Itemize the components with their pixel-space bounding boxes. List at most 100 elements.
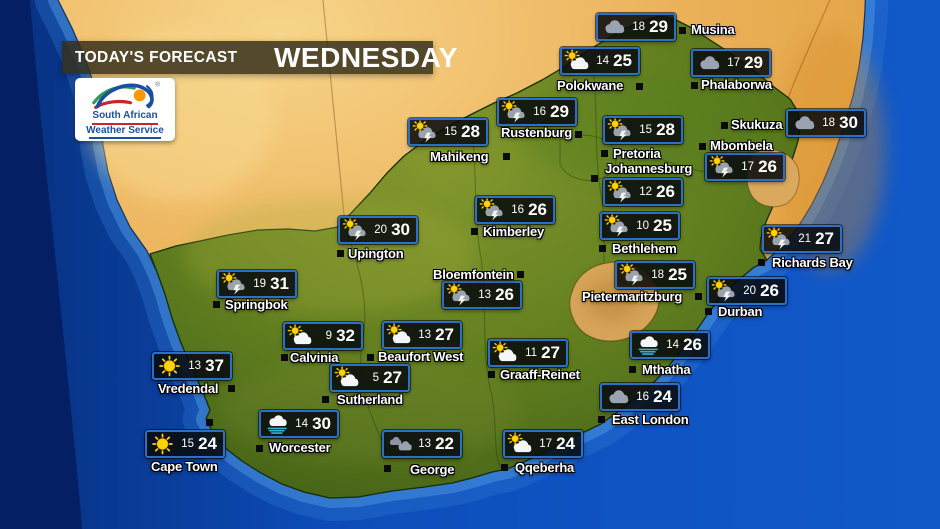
city-label: Qqeberha — [515, 460, 575, 475]
low-temp: 20 — [743, 285, 757, 297]
high-temp: 22 — [435, 434, 454, 453]
high-temp: 29 — [744, 53, 763, 72]
high-temp: 30 — [839, 113, 858, 132]
forecast-box: 16 29 — [497, 98, 577, 126]
city-label: Skukuza — [731, 117, 783, 132]
low-temp: 12 — [639, 186, 653, 198]
high-temp: 30 — [391, 220, 410, 239]
sunny-weather-icon — [149, 432, 176, 456]
high-temp: 26 — [495, 285, 514, 304]
high-temp: 27 — [541, 343, 560, 362]
forecast-box: 18 29 — [596, 13, 676, 41]
city-label: Johannesburg — [605, 161, 693, 176]
high-temp: 32 — [336, 326, 355, 345]
low-temp: 5 — [372, 372, 380, 384]
city-label: Polokwane — [557, 78, 624, 93]
low-temp: 18 — [651, 269, 665, 281]
city-marker — [281, 354, 288, 361]
forecast-box: 13 27 — [382, 321, 462, 349]
high-temp: 31 — [270, 274, 289, 293]
city-marker — [471, 228, 478, 235]
low-temp: 21 — [798, 233, 812, 245]
forecast-box: 14 26 — [630, 331, 710, 359]
high-temp: 24 — [556, 434, 575, 453]
high-temp: 25 — [668, 265, 687, 284]
city-label: Richards Bay — [772, 255, 853, 270]
thunder-weather-icon — [709, 155, 736, 179]
high-temp: 28 — [656, 120, 675, 139]
thunder-weather-icon — [607, 180, 634, 204]
high-temp: 25 — [653, 216, 672, 235]
thunder-weather-icon — [446, 283, 473, 307]
city-marker — [256, 445, 263, 452]
high-temp: 25 — [613, 51, 632, 70]
fog-weather-icon — [263, 412, 290, 436]
logo-line2: Weather Service — [86, 124, 164, 136]
low-temp: 18 — [822, 117, 836, 129]
deep-ocean-band — [0, 0, 82, 529]
city-label: Phalaborwa — [701, 77, 772, 92]
city-label: Bloemfontein — [433, 267, 514, 282]
city-marker — [384, 465, 391, 472]
forecast-box: 18 25 — [615, 261, 695, 289]
high-temp: 27 — [815, 229, 834, 248]
city-label: Graaff-Reinet — [500, 367, 580, 382]
cloudy-weather-icon — [600, 15, 627, 39]
city-label: Mthatha — [642, 362, 691, 377]
forecast-box: 16 24 — [600, 383, 680, 411]
city-marker — [228, 385, 235, 392]
cloudy-weather-icon — [695, 51, 722, 75]
city-label: Upington — [348, 246, 404, 261]
thunder-weather-icon — [501, 100, 528, 124]
registered-mark: ® — [155, 80, 160, 88]
forecast-box: 15 28 — [603, 116, 683, 144]
city-marker — [337, 250, 344, 257]
city-marker — [322, 396, 329, 403]
forecast-box: 10 25 — [600, 212, 680, 240]
partly-weather-icon — [287, 324, 314, 348]
city-label: Worcester — [269, 440, 331, 455]
thunder-weather-icon — [604, 214, 631, 238]
city-marker — [575, 131, 582, 138]
high-temp: 24 — [198, 434, 217, 453]
city-marker — [679, 27, 686, 34]
city-label: East London — [612, 412, 689, 427]
high-temp: 26 — [760, 281, 779, 300]
low-temp: 15 — [181, 438, 195, 450]
low-temp: 15 — [444, 126, 458, 138]
high-temp: 26 — [683, 335, 702, 354]
city-marker — [601, 150, 608, 157]
city-marker — [488, 371, 495, 378]
city-marker — [691, 82, 698, 89]
high-temp: 28 — [461, 122, 480, 141]
city-marker — [699, 143, 706, 150]
low-temp: 13 — [418, 329, 432, 341]
partly-weather-icon — [507, 432, 534, 456]
forecast-box: 17 26 — [705, 153, 785, 181]
low-temp: 14 — [295, 418, 309, 430]
city-label: Pretoria — [613, 146, 661, 161]
forecast-box: 19 31 — [217, 270, 297, 298]
low-temp: 16 — [511, 204, 525, 216]
forecast-box: 12 26 — [603, 178, 683, 206]
high-temp: 29 — [550, 102, 569, 121]
high-temp: 37 — [205, 356, 224, 375]
cloudy-weather-icon — [790, 111, 817, 135]
city-label: Beaufort West — [378, 349, 464, 364]
city-label: Rustenburg — [501, 125, 572, 140]
high-temp: 26 — [758, 157, 777, 176]
low-temp: 17 — [727, 57, 741, 69]
city-label: Mahikeng — [430, 149, 489, 164]
city-marker — [636, 83, 643, 90]
partly-weather-icon — [492, 341, 519, 365]
high-temp: 30 — [312, 414, 331, 433]
cloudy2-weather-icon — [386, 432, 413, 456]
city-marker — [629, 366, 636, 373]
logo-line1: South African — [92, 110, 158, 121]
forecast-box: 13 26 — [442, 281, 522, 309]
city-label: Sutherland — [337, 392, 403, 407]
forecast-day: WEDNESDAY — [274, 42, 458, 73]
forecast-box: 15 28 — [408, 118, 488, 146]
high-temp: 27 — [435, 325, 454, 344]
